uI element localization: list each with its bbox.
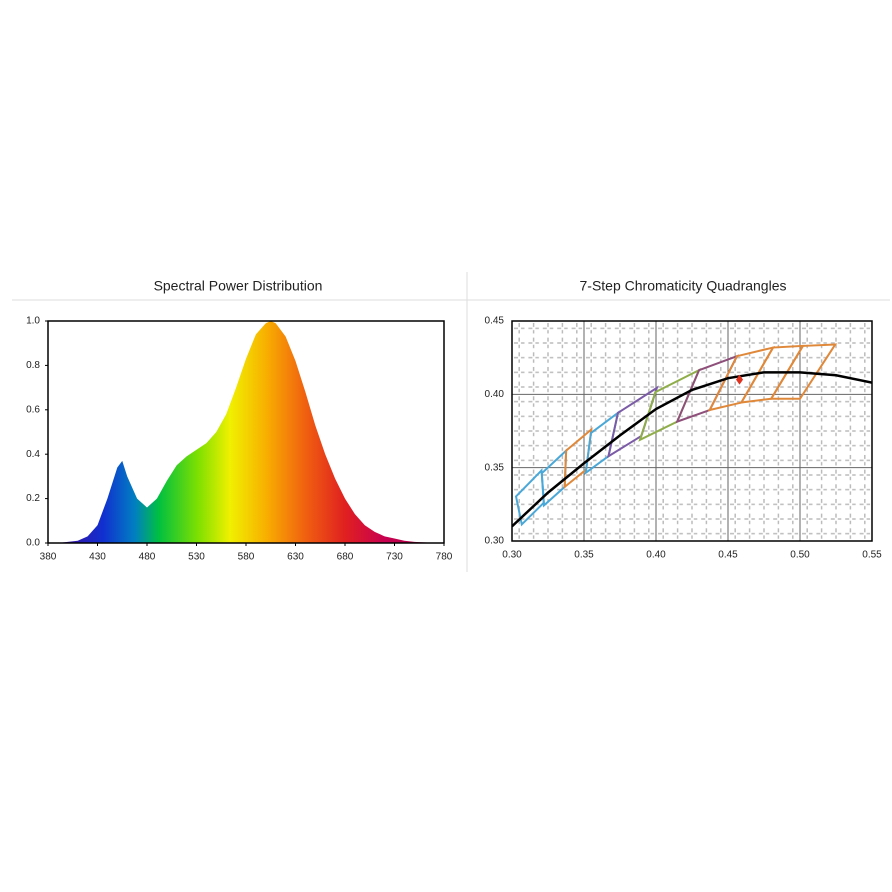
minor-grid [512,321,872,541]
x-tick-label: 530 [188,552,205,563]
x-tick-label: 0.35 [574,550,594,561]
chart-title: Spectral Power Distribution [154,278,323,294]
y-tick-label: 0.45 [485,316,505,327]
x-tick-label: 430 [89,552,106,563]
x-tick-label: 680 [337,552,354,563]
x-tick-label: 0.55 [862,550,882,561]
y-tick-label: 1.0 [26,316,40,327]
x-tick-label: 630 [287,552,304,563]
x-tick-label: 480 [139,552,156,563]
y-tick-label: 0.2 [26,493,40,504]
x-tick-label: 730 [386,552,403,563]
y-tick-label: 0.35 [485,462,505,473]
y-tick-label: 0.30 [485,536,505,547]
x-tick-label: 0.40 [646,550,666,561]
x-tick-label: 580 [238,552,255,563]
x-tick-label: 780 [436,552,453,563]
measured-point [736,374,744,385]
y-tick-label: 0.8 [26,360,40,371]
plot-frame [511,320,873,542]
quadrangle [769,343,838,400]
x-tick-label: 0.45 [718,550,738,561]
spectrum-area [48,321,444,543]
planckian-locus [512,371,872,528]
y-tick-label: 0.4 [26,449,40,460]
y-tick-label: 0.40 [485,389,505,400]
x-tick-label: 0.30 [502,550,522,561]
y-tick-label: 0.6 [26,404,40,415]
x-tick-label: 380 [40,552,57,563]
plot-frame [47,320,445,544]
x-tick-label: 0.50 [790,550,810,561]
y-tick-label: 0.0 [26,538,40,549]
chart-title: 7-Step Chromaticity Quadrangles [580,278,787,294]
